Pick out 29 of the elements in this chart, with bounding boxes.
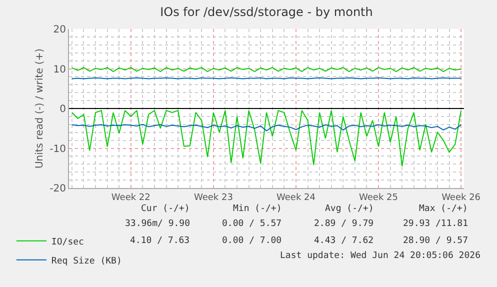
text: 4.10 / 7.63 xyxy=(130,236,190,246)
y-tick-label: 0 xyxy=(60,104,66,115)
chart-title: IOs for /dev/ssd/storage - by month xyxy=(160,5,373,20)
text: Avg (-/+) xyxy=(325,204,374,214)
text: 0.00 / 7.00 xyxy=(222,236,282,246)
text: 29.93 /11.81 xyxy=(403,219,468,229)
y-axis-title: Units read (-) / write (+) xyxy=(34,48,46,169)
x-tick-label: Week 25 xyxy=(359,192,398,203)
y-tick-label: -20 xyxy=(50,184,66,194)
text: 2.89 / 9.79 xyxy=(314,219,374,229)
text: Cur (-/+) xyxy=(141,204,190,214)
x-tick-label: Week 26 xyxy=(442,192,481,203)
legend-label: Req Size (KB) xyxy=(51,256,122,266)
x-tick-label: Week 24 xyxy=(276,192,316,203)
x-tick-label: Week 22 xyxy=(111,192,150,203)
legend-label: IO/sec xyxy=(51,237,84,248)
text: 28.90 / 9.57 xyxy=(403,236,468,246)
y-tick-label: 20 xyxy=(53,24,66,36)
line-series xyxy=(71,124,462,132)
y-tick-label: 10 xyxy=(53,64,66,76)
text: Last update: Wed Jun 24 20:05:06 2026 xyxy=(280,251,480,261)
text: Min (-/+) xyxy=(233,204,282,214)
line-series xyxy=(71,110,462,167)
text: Max (-/+) xyxy=(419,204,468,214)
text: 0.00 / 5.57 xyxy=(222,219,282,229)
x-tick-label: Week 23 xyxy=(194,192,233,203)
text: 33.96m/ 9.90 xyxy=(125,219,190,229)
y-tick-label: -10 xyxy=(50,144,66,155)
text: 4.43 / 7.62 xyxy=(314,236,374,246)
